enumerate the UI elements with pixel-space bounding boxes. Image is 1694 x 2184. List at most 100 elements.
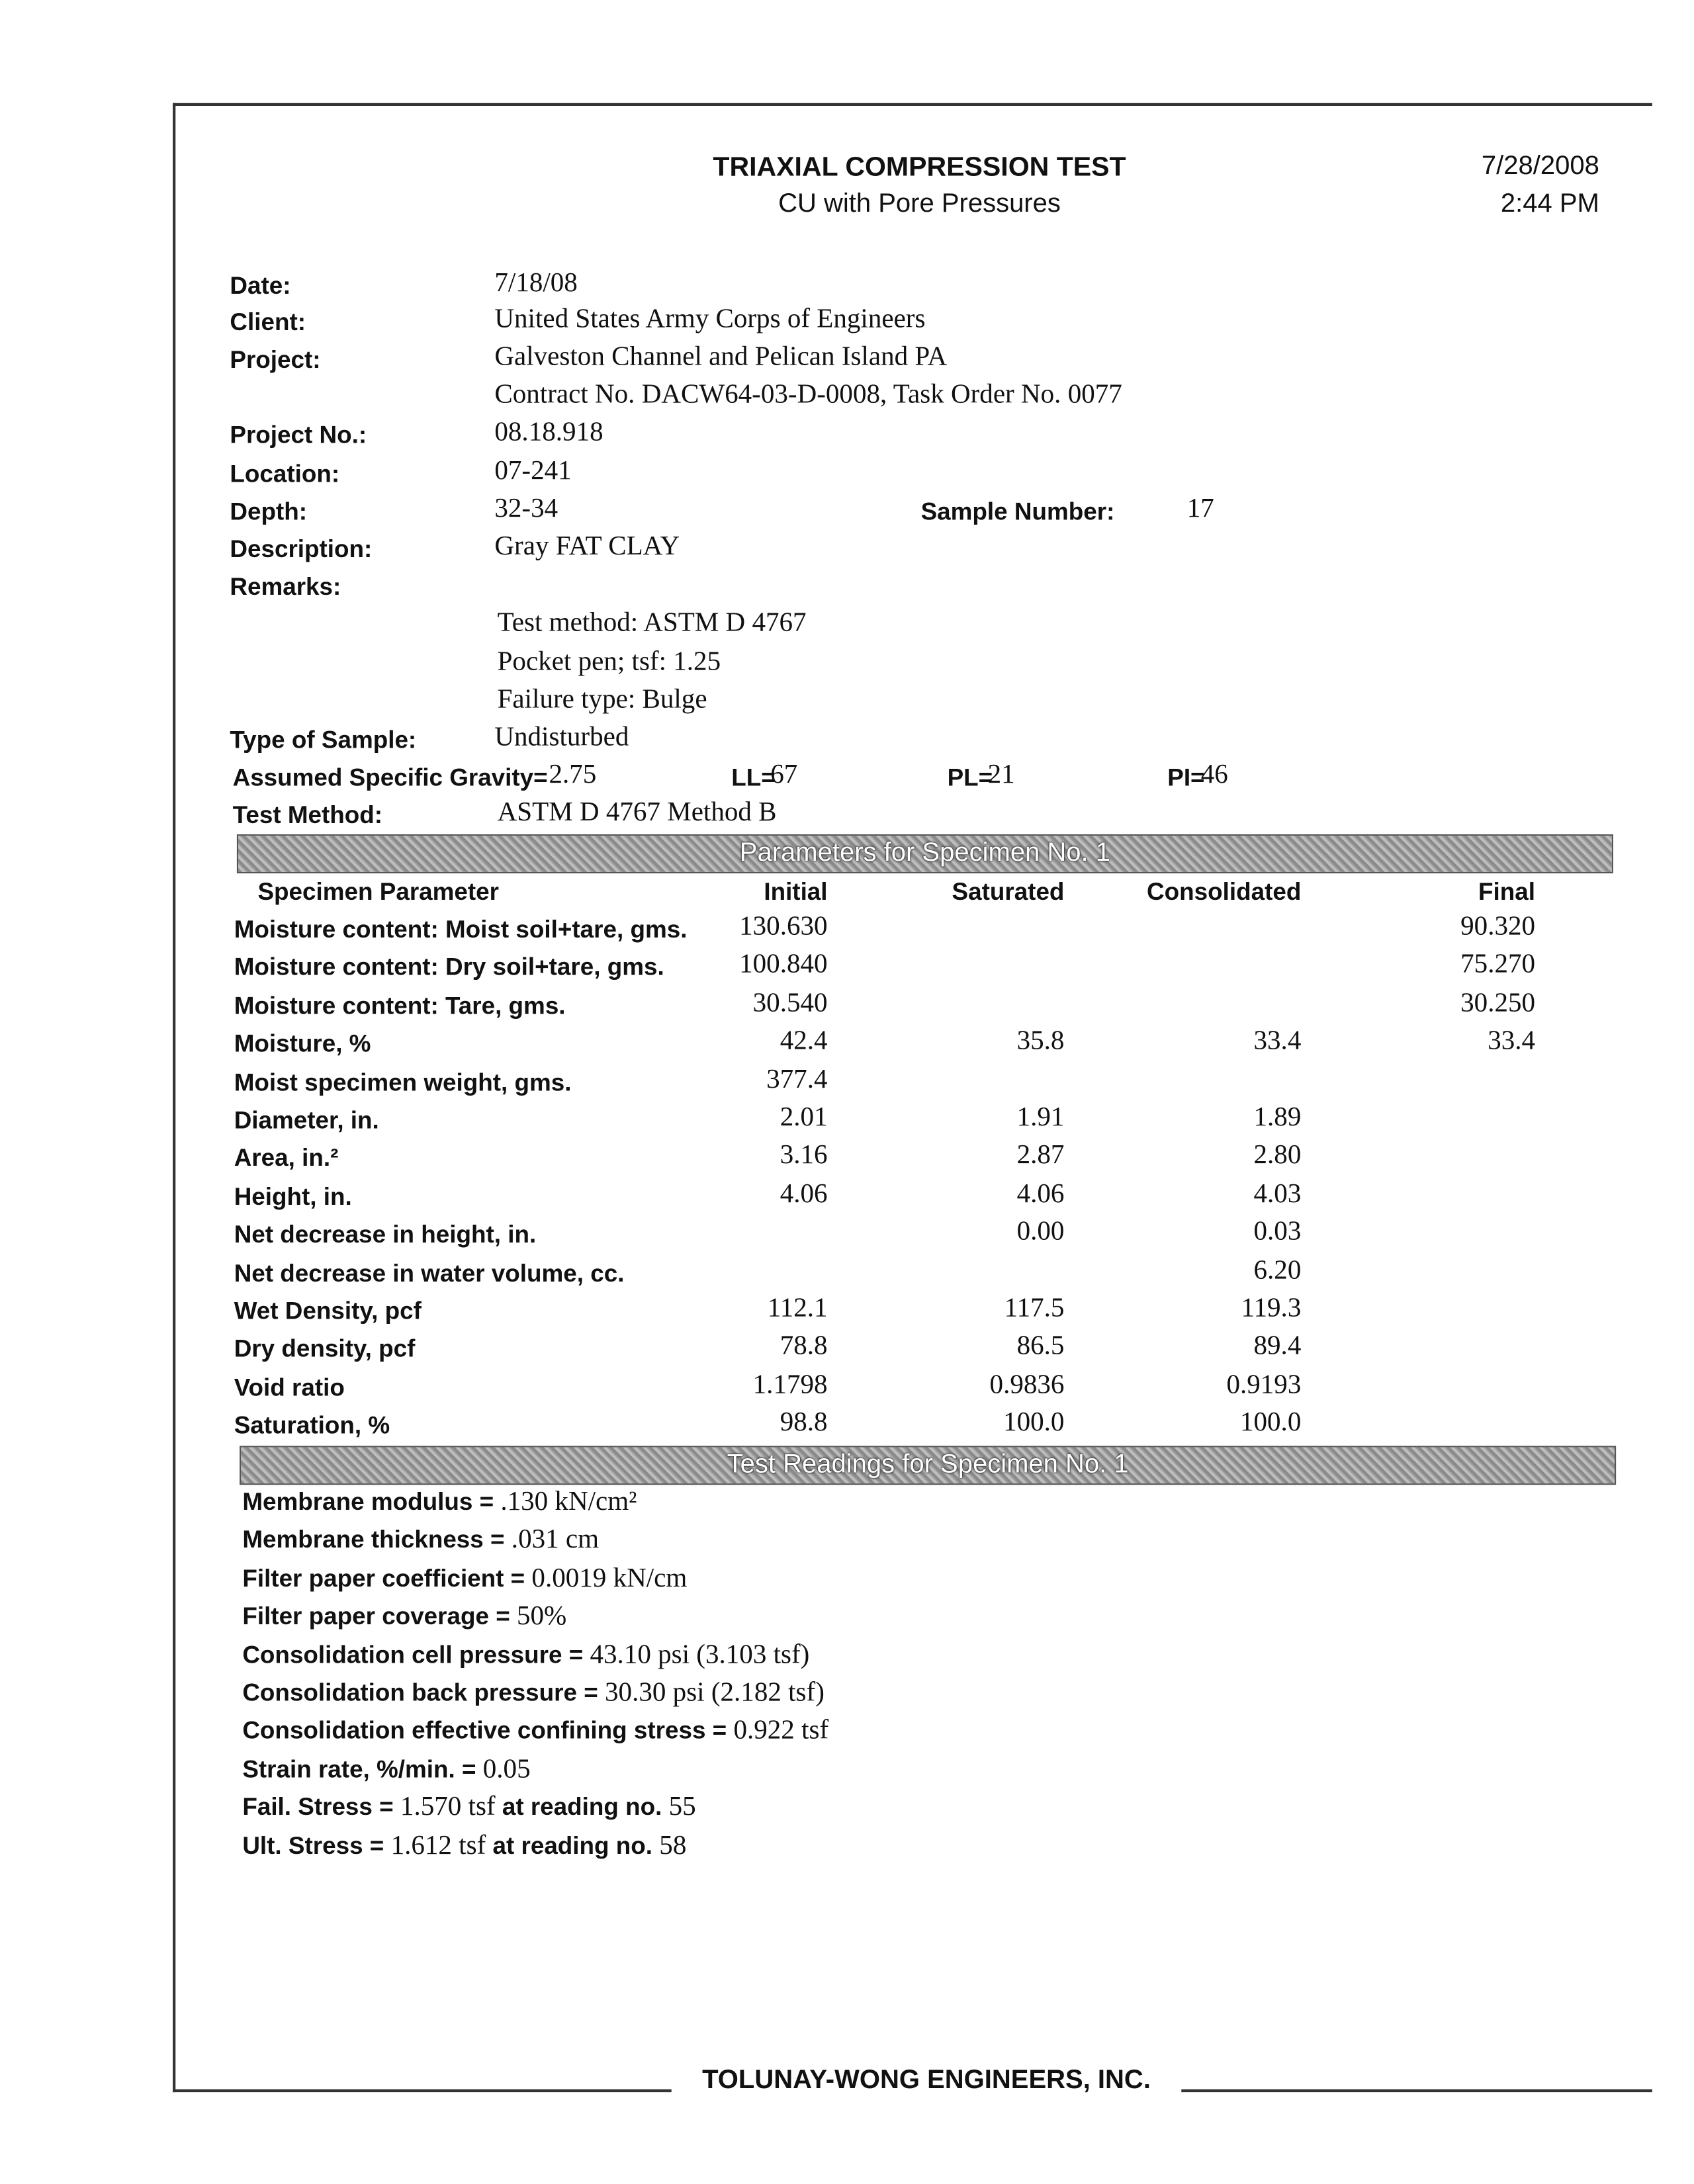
param-value: 78.8 bbox=[780, 1332, 828, 1362]
reading-line: Strain rate, %/min. = 0.05 bbox=[242, 1755, 530, 1785]
reading-line: Consolidation cell pressure = 43.10 psi … bbox=[242, 1640, 809, 1671]
reading-value: 30.30 psi (2.182 tsf) bbox=[605, 1678, 825, 1708]
param-value: 1.1798 bbox=[752, 1370, 828, 1400]
reading-value-2: 58 bbox=[659, 1831, 687, 1860]
border-left bbox=[173, 103, 176, 2093]
reading-label: Consolidation back pressure = bbox=[242, 1678, 605, 1706]
print-date: 7/28/2008 bbox=[1481, 152, 1599, 181]
param-value: 1.89 bbox=[1253, 1103, 1302, 1133]
reading-value: .130 kN/cm² bbox=[500, 1487, 637, 1517]
reading-label: Strain rate, %/min. = bbox=[242, 1755, 483, 1783]
reading-value-2: 55 bbox=[668, 1792, 696, 1823]
param-value: 2.87 bbox=[1016, 1141, 1065, 1171]
description-value: Gray FAT CLAY bbox=[494, 532, 680, 562]
reading-line: Consolidation back pressure = 30.30 psi … bbox=[242, 1679, 825, 1709]
param-value: 90.320 bbox=[1460, 912, 1536, 942]
reading-line: Filter paper coefficient = 0.0019 kN/cm bbox=[242, 1564, 687, 1594]
pl-label: PL= bbox=[947, 763, 993, 791]
depth-label: Depth: bbox=[230, 497, 308, 525]
param-value: 33.4 bbox=[1488, 1027, 1536, 1057]
ll-label: LL= bbox=[731, 763, 776, 791]
param-label: Moisture content: Dry soil+tare, gms. bbox=[234, 953, 664, 981]
param-value: 130.630 bbox=[739, 912, 828, 942]
reading-value: .031 cm bbox=[511, 1526, 600, 1555]
param-value: 89.4 bbox=[1253, 1332, 1302, 1362]
print-time: 2:44 PM bbox=[1500, 189, 1599, 219]
project_no-value: 08.18.918 bbox=[494, 417, 603, 447]
border-bottom-left bbox=[173, 2089, 672, 2093]
param-label: Moisture content: Tare, gms. bbox=[234, 991, 566, 1020]
param-value: 4.03 bbox=[1253, 1179, 1302, 1209]
type-label: Type of Sample: bbox=[230, 725, 417, 754]
param-label: Saturation, % bbox=[234, 1411, 390, 1440]
reading-label: Consolidation effective confining stress… bbox=[242, 1716, 734, 1745]
date-label: Date: bbox=[230, 271, 291, 300]
reading-label-2: at reading no. bbox=[486, 1831, 660, 1859]
param-value: 100.840 bbox=[739, 950, 828, 980]
border-top bbox=[173, 103, 1652, 107]
param-label: Net decrease in water volume, cc. bbox=[234, 1258, 625, 1287]
param-value: 75.270 bbox=[1460, 950, 1536, 980]
param-value: 33.4 bbox=[1253, 1027, 1302, 1057]
reading-line: Fail. Stress = 1.570 tsf at reading no. … bbox=[242, 1793, 695, 1823]
remark-line: Test method: ASTM D 4767 bbox=[497, 609, 807, 638]
report-title: TRIAXIAL COMPRESSION TEST bbox=[713, 152, 1126, 183]
date-value: 7/18/08 bbox=[494, 269, 578, 298]
param-value: 86.5 bbox=[1016, 1332, 1065, 1362]
reading-value: 1.570 tsf bbox=[400, 1792, 496, 1823]
reading-value: 0.0019 kN/cm bbox=[531, 1563, 688, 1594]
pl-value: 21 bbox=[987, 760, 1015, 790]
param-value: 0.00 bbox=[1016, 1217, 1065, 1247]
sample-number-value: 17 bbox=[1186, 494, 1214, 524]
reading-line: Ult. Stress = 1.612 tsf at reading no. 5… bbox=[242, 1831, 686, 1862]
param-label: Wet Density, pcf bbox=[234, 1297, 422, 1325]
client-value: United States Army Corps of Engineers bbox=[494, 305, 926, 335]
readings-band: Test Readings for Specimen No. 1 bbox=[240, 1446, 1617, 1485]
param-value: 2.01 bbox=[780, 1103, 828, 1133]
param-value: 0.9836 bbox=[989, 1370, 1065, 1400]
test-method-value: ASTM D 4767 Method B bbox=[497, 798, 777, 828]
reading-label: Membrane thickness = bbox=[242, 1526, 512, 1554]
client-label: Client: bbox=[230, 308, 306, 336]
param-value: 4.06 bbox=[1016, 1179, 1065, 1209]
param-label: Diameter, in. bbox=[234, 1106, 379, 1134]
param-value: 42.4 bbox=[780, 1027, 828, 1057]
header-specimen-parameter: Specimen Parameter bbox=[257, 877, 500, 906]
param-value: 119.3 bbox=[1241, 1293, 1302, 1324]
project-value: Galveston Channel and Pelican Island PA bbox=[494, 342, 948, 372]
param-value: 30.250 bbox=[1460, 988, 1536, 1018]
param-value: 100.0 bbox=[1003, 1408, 1065, 1438]
project-contract: Contract No. DACW64-03-D-0008, Task Orde… bbox=[494, 380, 1122, 410]
sample-number-label: Sample Number: bbox=[920, 497, 1115, 525]
header-consolidated: Consolidated bbox=[1146, 877, 1302, 906]
description-label: Description: bbox=[230, 535, 373, 563]
reading-value: 43.10 psi (3.103 tsf) bbox=[590, 1640, 810, 1670]
location-label: Location: bbox=[230, 459, 340, 488]
project_no-label: Project No.: bbox=[230, 420, 367, 449]
type-value: Undisturbed bbox=[494, 722, 629, 752]
param-value: 2.80 bbox=[1253, 1141, 1302, 1171]
remark-line: Pocket pen; tsf: 1.25 bbox=[497, 646, 721, 677]
footer-company: TOLUNAY-WONG ENGINEERS, INC. bbox=[702, 2066, 1151, 2095]
pi-value: 46 bbox=[1200, 760, 1228, 790]
param-value: 117.5 bbox=[1004, 1293, 1065, 1324]
remark-line: Failure type: Bulge bbox=[497, 685, 707, 715]
reading-label: Fail. Stress = bbox=[242, 1792, 400, 1821]
header-initial: Initial bbox=[764, 877, 828, 906]
param-label: Height, in. bbox=[234, 1182, 352, 1211]
readings-band-title: Test Readings for Specimen No. 1 bbox=[727, 1450, 1129, 1479]
reading-label: Filter paper coefficient = bbox=[242, 1563, 532, 1592]
param-label: Moist specimen weight, gms. bbox=[234, 1067, 572, 1096]
reading-label: Filter paper coverage = bbox=[242, 1602, 517, 1630]
param-label: Dry density, pcf bbox=[234, 1334, 416, 1363]
reading-line: Membrane thickness = .031 cm bbox=[242, 1526, 599, 1556]
param-value: 3.16 bbox=[780, 1141, 828, 1171]
param-label: Moisture content: Moist soil+tare, gms. bbox=[234, 915, 688, 943]
param-value: 6.20 bbox=[1253, 1256, 1302, 1286]
project-label: Project: bbox=[230, 345, 321, 374]
param-label: Area, in.² bbox=[234, 1144, 339, 1172]
location-value: 07-241 bbox=[494, 457, 572, 486]
param-value: 1.91 bbox=[1016, 1103, 1065, 1133]
border-bottom-right bbox=[1181, 2089, 1652, 2093]
gravity-value: 2.75 bbox=[549, 760, 597, 790]
